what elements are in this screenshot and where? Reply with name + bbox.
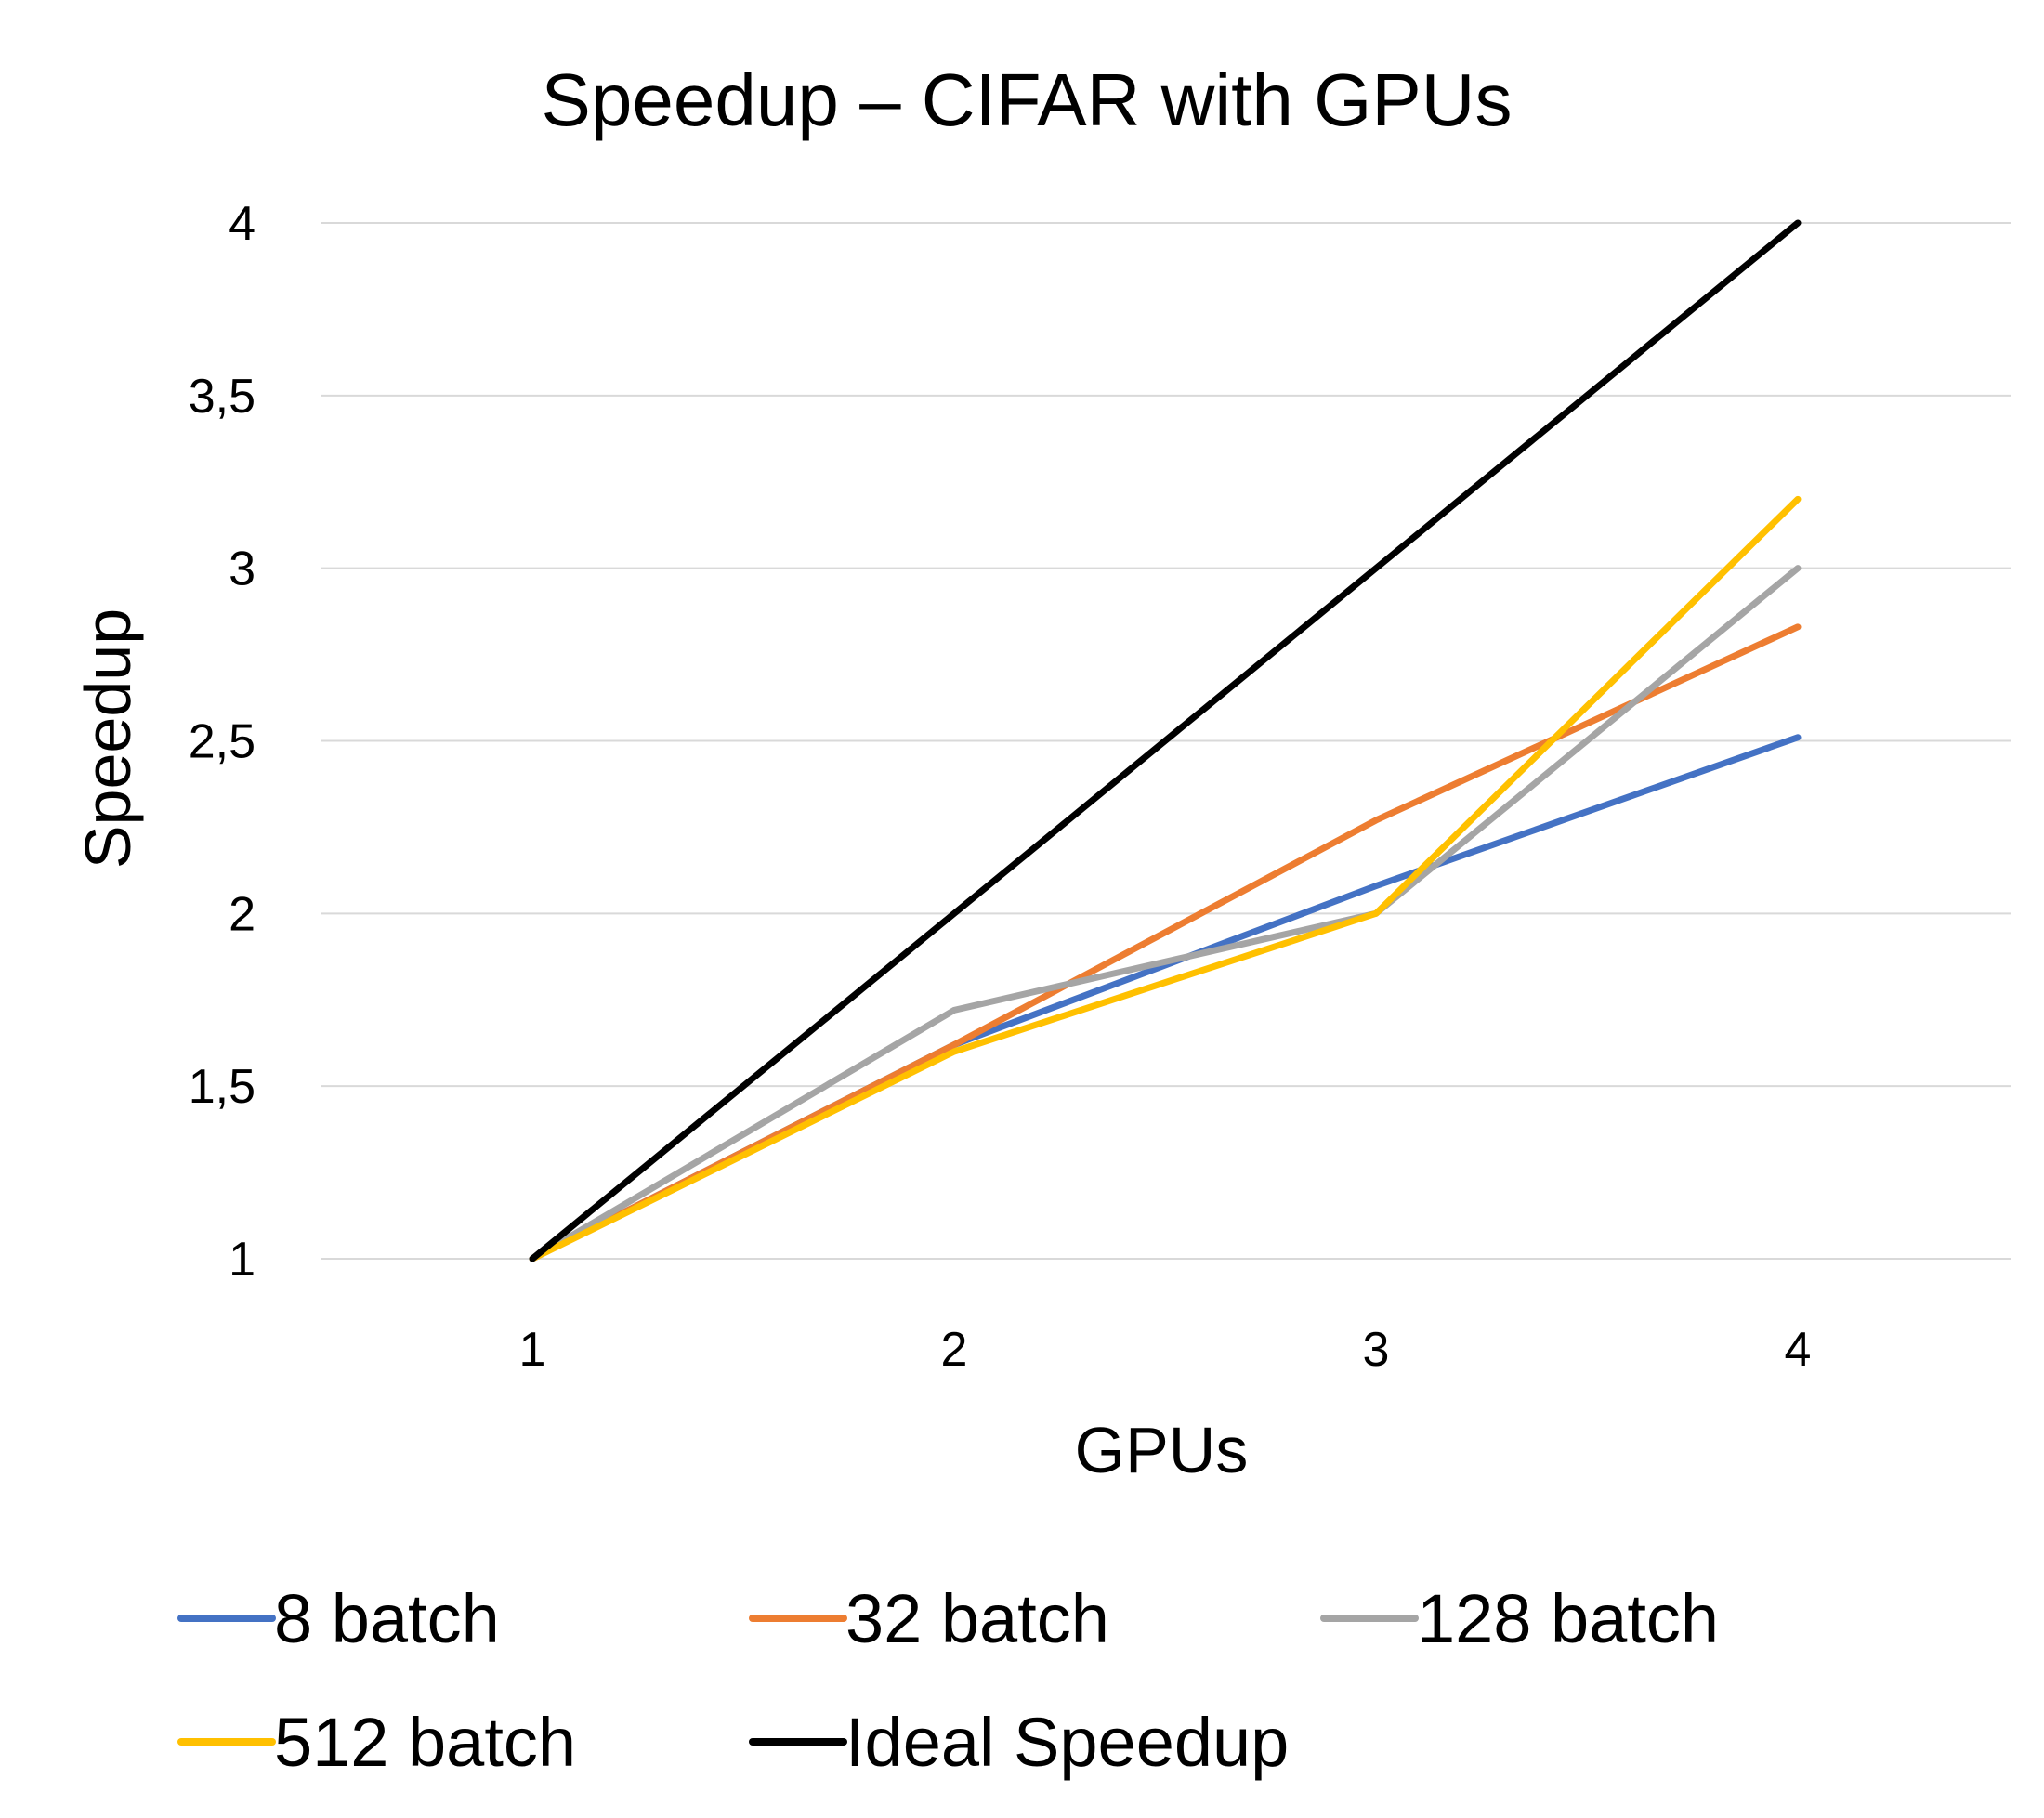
y-tick-label: 3 [229,543,256,596]
gridlines [321,222,2011,1260]
x-tick-label: 4 [1785,1323,1812,1377]
y-tick-label: 2 [229,887,256,941]
legend-item-ideal-speedup: Ideal Speedup [749,1704,1289,1781]
legend-label: 8 batch [274,1580,500,1657]
y-tick-label: 3,5 [189,370,256,424]
legend: 8 batch 32 batch 128 batch 512 batch Ideal S… [177,1580,1719,1781]
legend-label: Ideal Speedup [845,1704,1289,1781]
y-tick-label: 1,5 [189,1060,256,1114]
y-axis-title: Speedup [72,608,144,869]
series-line-128-batch [529,565,1802,1262]
legend-label: 32 batch [845,1580,1109,1657]
y-tick-label: 2,5 [189,715,256,769]
legend-label: 128 batch [1417,1580,1719,1657]
x-tick-label: 2 [941,1323,968,1377]
chart-title: Speedup – CIFAR with GPUs [542,59,1513,141]
legend-item-8-batch: 8 batch [177,1580,500,1657]
legend-item-512-batch: 512 batch [177,1704,576,1781]
series-line-512-batch [529,495,1802,1262]
x-axis-title: GPUs [1075,1414,1249,1486]
series-line-ideal-speedup [529,219,1802,1262]
y-tick-label: 1 [229,1233,256,1287]
series-lines [529,219,1802,1262]
x-axis-ticks: 1 2 3 4 [519,1323,1812,1377]
legend-item-32-batch: 32 batch [749,1580,1109,1657]
series-line-8-batch [529,734,1802,1262]
legend-item-128-batch: 128 batch [1320,1580,1719,1657]
y-axis-ticks: 1 1,5 2 2,5 3 3,5 4 [189,197,256,1287]
x-tick-label: 3 [1363,1323,1390,1377]
x-tick-label: 1 [519,1323,546,1377]
legend-label: 512 batch [274,1704,576,1781]
y-tick-label: 4 [229,197,256,251]
